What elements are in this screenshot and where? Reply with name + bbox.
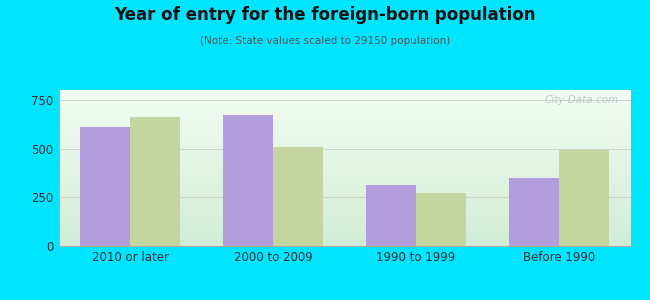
Legend: 29150, South Carolina: 29150, South Carolina — [231, 296, 458, 300]
Bar — [366, 184, 416, 246]
Bar — [80, 127, 130, 246]
Text: City-Data.com: City-Data.com — [545, 95, 619, 105]
Bar — [273, 147, 323, 246]
Bar — [416, 193, 466, 246]
Bar — [130, 117, 180, 246]
Bar — [223, 115, 273, 246]
Bar — [559, 150, 609, 246]
Text: Year of entry for the foreign-born population: Year of entry for the foreign-born popul… — [114, 6, 536, 24]
Bar — [509, 178, 559, 246]
Text: (Note: State values scaled to 29150 population): (Note: State values scaled to 29150 popu… — [200, 36, 450, 46]
